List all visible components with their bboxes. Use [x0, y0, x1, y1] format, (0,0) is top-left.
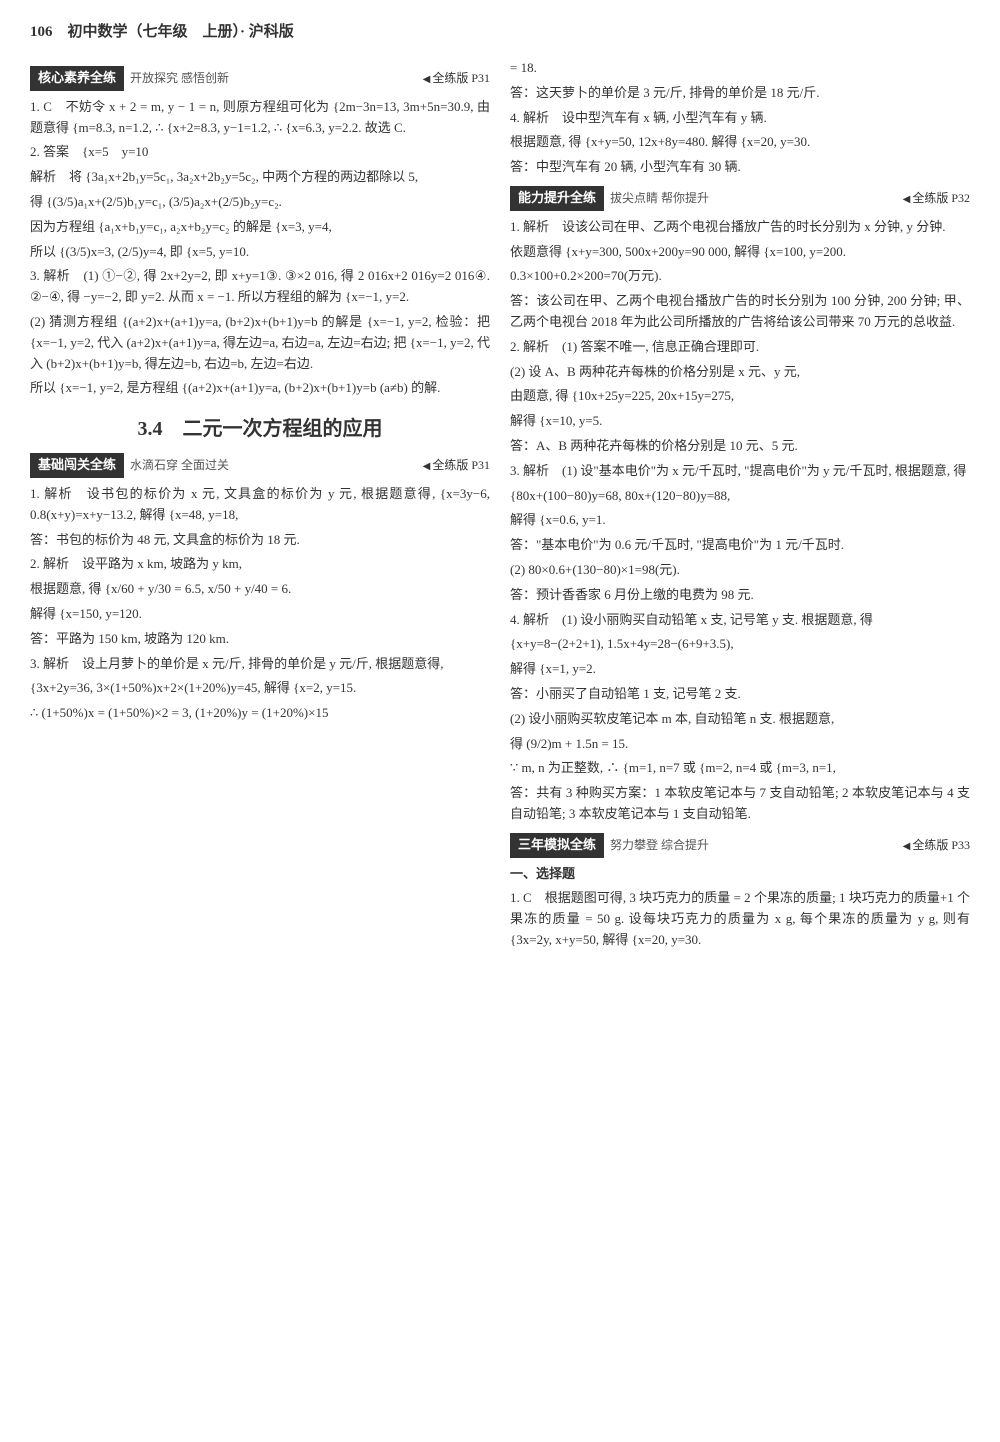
problem-text: 答：共有 3 种购买方案：1 本软皮笔记本与 7 支自动铅笔; 2 本软皮笔记本… — [510, 783, 970, 825]
problem-item: 2. 解析 设平路为 x km, 坡路为 y km, — [30, 554, 490, 575]
problem-item: 1. C 根据题图可得, 3 块巧克力的质量 = 2 个果冻的质量; 1 块巧克… — [510, 888, 970, 950]
problem-item: 3. 解析 (1) ①−②, 得 2x+2y=2, 即 x+y=1③. ③×2 … — [30, 266, 490, 308]
ref-text: 全练版 P32 — [912, 191, 970, 205]
section-ref: 全练版 P31 — [423, 69, 490, 88]
problem-text: 依题意得 {x+y=300, 500x+200y=90 000, 解得 {x=1… — [510, 242, 970, 263]
flag-icon — [423, 458, 433, 472]
problem-text: {3x+2y=36, 3×(1+50%)x+2×(1+20%)y=45, 解得 … — [30, 678, 490, 699]
ref-text: 全练版 P31 — [432, 458, 490, 472]
problem-text: 0.3×100+0.2×200=70(万元). — [510, 266, 970, 287]
section-ref: 全练版 P32 — [903, 189, 970, 208]
problem-text: (2) 80×0.6+(130−80)×1=98(元). — [510, 560, 970, 581]
problem-text: (2) 猜测方程组 {(a+2)x+(a+1)y=a, (b+2)x+(b+1)… — [30, 312, 490, 374]
section-label: 核心素养全练 — [30, 66, 124, 91]
section-label: 能力提升全练 — [510, 186, 604, 211]
problem-text: 答：A、B 两种花卉每株的价格分别是 10 元、5 元. — [510, 436, 970, 457]
problem-text: 解得 {x=0.6, y=1. — [510, 510, 970, 531]
problem-text: 所以 {(3/5)x=3, (2/5)y=4, 即 {x=5, y=10. — [30, 242, 490, 263]
problem-item: 4. 解析 (1) 设小丽购买自动铅笔 x 支, 记号笔 y 支. 根据题意, … — [510, 610, 970, 631]
left-column: 核心素养全练 开放探究 感悟创新 全练版 P31 1. C 不妨令 x + 2 … — [30, 58, 490, 955]
problem-text: 解析 将 {3a₁x+2b₁y=5c₁, 3a₂x+2b₂y=5c₂, 中两个方… — [30, 167, 490, 188]
problem-text: 答："基本电价"为 0.6 元/千瓦时, "提高电价"为 1 元/千瓦时. — [510, 535, 970, 556]
sub-heading: 一、选择题 — [510, 864, 970, 885]
problem-text: 答：书包的标价为 48 元, 文具盒的标价为 18 元. — [30, 530, 490, 551]
section-ref: 全练版 P33 — [903, 836, 970, 855]
section-ref: 全练版 P31 — [423, 456, 490, 475]
ref-text: 全练版 P33 — [912, 838, 970, 852]
section-bar-hexin: 核心素养全练 开放探究 感悟创新 全练版 P31 — [30, 66, 490, 91]
problem-text: ∵ m, n 为正整数, ∴ {m=1, n=7 或 {m=2, n=4 或 {… — [510, 758, 970, 779]
problem-text: {80x+(100−80)y=68, 80x+(120−80)y=88, — [510, 486, 970, 507]
problem-text: {x+y=8−(2+2+1), 1.5x+4y=28−(6+9+3.5), — [510, 634, 970, 655]
section-subtitle: 开放探究 感悟创新 — [130, 69, 423, 88]
problem-item: 1. 解析 设书包的标价为 x 元, 文具盒的标价为 y 元, 根据题意得, {… — [30, 484, 490, 526]
problem-text: 解得 {x=10, y=5. — [510, 411, 970, 432]
right-column: = 18. 答：这天萝卜的单价是 3 元/斤, 排骨的单价是 18 元/斤. 4… — [510, 58, 970, 955]
flag-icon — [903, 838, 913, 852]
problem-text: (2) 设 A、B 两种花卉每株的价格分别是 x 元、y 元, — [510, 362, 970, 383]
problem-text: 因为方程组 {a₁x+b₁y=c₁, a₂x+b₂y=c₂ 的解是 {x=3, … — [30, 217, 490, 238]
two-column-layout: 核心素养全练 开放探究 感悟创新 全练版 P31 1. C 不妨令 x + 2 … — [30, 58, 970, 955]
problem-text: 答：该公司在甲、乙两个电视台播放广告的时长分别为 100 分钟, 200 分钟;… — [510, 291, 970, 333]
page-header: 106 初中数学（七年级 上册）· 沪科版 — [30, 20, 970, 48]
problem-text: 答：小丽买了自动铅笔 1 支, 记号笔 2 支. — [510, 684, 970, 705]
section-subtitle: 水滴石穿 全面过关 — [130, 456, 423, 475]
problem-text: 所以 {x=−1, y=2, 是方程组 {(a+2)x+(a+1)y=a, (b… — [30, 378, 490, 399]
problem-item: 1. 解析 设该公司在甲、乙两个电视台播放广告的时长分别为 x 分钟, y 分钟… — [510, 217, 970, 238]
section-title-34: 3.4 二元一次方程组的应用 — [30, 413, 490, 445]
section-bar-jichu: 基础闯关全练 水滴石穿 全面过关 全练版 P31 — [30, 453, 490, 478]
problem-item: 2. 答案 {x=5 y=10 — [30, 142, 490, 163]
problem-text: 答：平路为 150 km, 坡路为 120 km. — [30, 629, 490, 650]
problem-text: 根据题意, 得 {x/60 + y/30 = 6.5, x/50 + y/40 … — [30, 579, 490, 600]
problem-item: 3. 解析 (1) 设"基本电价"为 x 元/千瓦时, "提高电价"为 y 元/… — [510, 461, 970, 482]
section-label: 三年模拟全练 — [510, 833, 604, 858]
problem-item: 1. C 不妨令 x + 2 = m, y − 1 = n, 则原方程组可化为 … — [30, 97, 490, 139]
flag-icon — [423, 71, 433, 85]
problem-text: 得 (9/2)m + 1.5n = 15. — [510, 734, 970, 755]
problem-text: (2) 设小丽购买软皮笔记本 m 本, 自动铅笔 n 支. 根据题意, — [510, 709, 970, 730]
problem-text: 得 {(3/5)a₁x+(2/5)b₁y=c₁, (3/5)a₂x+(2/5)b… — [30, 192, 490, 213]
problem-text: 答：中型汽车有 20 辆, 小型汽车有 30 辆. — [510, 157, 970, 178]
problem-text: 解得 {x=150, y=120. — [30, 604, 490, 625]
problem-item: 4. 解析 设中型汽车有 x 辆, 小型汽车有 y 辆. — [510, 108, 970, 129]
problem-item: 3. 解析 设上月萝卜的单价是 x 元/斤, 排骨的单价是 y 元/斤, 根据题… — [30, 654, 490, 675]
section-bar-nengli: 能力提升全练 拔尖点睛 帮你提升 全练版 P32 — [510, 186, 970, 211]
problem-text: 答：预计香香家 6 月份上缴的电费为 98 元. — [510, 585, 970, 606]
section-subtitle: 努力攀登 综合提升 — [610, 836, 903, 855]
problem-item: 2. 解析 (1) 答案不唯一, 信息正确合理即可. — [510, 337, 970, 358]
problem-text: 由题意, 得 {10x+25y=225, 20x+15y=275, — [510, 386, 970, 407]
flag-icon — [903, 191, 913, 205]
ref-text: 全练版 P31 — [432, 71, 490, 85]
problem-text: 答：这天萝卜的单价是 3 元/斤, 排骨的单价是 18 元/斤. — [510, 83, 970, 104]
problem-text: 解得 {x=1, y=2. — [510, 659, 970, 680]
problem-text: ∴ (1+50%)x = (1+50%)×2 = 3, (1+20%)y = (… — [30, 703, 490, 724]
section-subtitle: 拔尖点睛 帮你提升 — [610, 189, 903, 208]
section-label: 基础闯关全练 — [30, 453, 124, 478]
problem-text: 根据题意, 得 {x+y=50, 12x+8y=480. 解得 {x=20, y… — [510, 132, 970, 153]
problem-text: = 18. — [510, 58, 970, 79]
section-bar-sannian: 三年模拟全练 努力攀登 综合提升 全练版 P33 — [510, 833, 970, 858]
